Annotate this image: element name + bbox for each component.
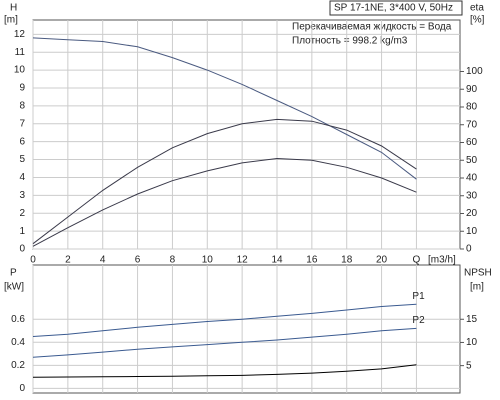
y-tick-label: 4 [19, 172, 25, 183]
curve [32, 157, 417, 247]
y2-tick-label: 40 [466, 173, 478, 184]
y-axis-label: P [10, 268, 17, 279]
x-tick-label: 10 [202, 255, 214, 266]
y2-tick-label: 10 [466, 226, 478, 237]
x-tick-label: 4 [100, 255, 106, 266]
x-tick-label: 18 [341, 255, 353, 266]
y-tick-label: 3 [19, 190, 25, 201]
y-axis-label: H [10, 3, 17, 14]
x-tick-label: Q [413, 255, 421, 266]
y2-tick-label: 10 [466, 337, 478, 348]
curve [32, 327, 417, 358]
y-tick-label: 2 [19, 208, 25, 219]
x-tick-label: 12 [237, 255, 249, 266]
x-tick-label: 16 [306, 255, 318, 266]
series-label: P2 [412, 315, 425, 326]
x-axis-unit: [m3/h] [428, 255, 456, 266]
y2-tick-label: 80 [466, 102, 478, 113]
y2-tick-label: 0 [466, 244, 472, 255]
y2-axis-unit: [m] [470, 282, 484, 293]
y-tick-label: 12 [14, 29, 26, 40]
y-tick-label: 0.2 [11, 360, 25, 371]
y-tick-label: 9 [19, 83, 25, 94]
x-tick-label: 6 [135, 255, 141, 266]
x-tick-label: 2 [65, 255, 71, 266]
note: Перекачиваемая жидкость = Вода [292, 22, 452, 33]
y-tick-label: 5 [19, 154, 25, 165]
y2-tick-label: 15 [466, 314, 478, 325]
y2-tick-label: 5 [466, 360, 472, 371]
y2-tick-label: 20 [466, 208, 478, 219]
y2-tick-label: 100 [466, 66, 483, 77]
y-tick-label: 0.6 [11, 314, 25, 325]
info-box [329, 0, 463, 16]
curve [32, 364, 417, 378]
y-axis-unit: [m] [4, 15, 18, 26]
series-label: P1 [412, 291, 425, 302]
x-tick-label: 0 [30, 255, 36, 266]
curve [32, 118, 417, 245]
curve [32, 303, 417, 337]
y-tick-label: 11 [15, 47, 26, 58]
plot-frame [32, 264, 461, 394]
y2-axis-unit: [%] [470, 15, 485, 26]
y2-axis-label: NPSH [464, 268, 492, 279]
y2-axis-label: eta [470, 3, 484, 14]
y2-tick-label: 90 [466, 84, 478, 95]
curve [32, 37, 417, 180]
y-tick-label: 0.4 [11, 337, 25, 348]
y-axis-unit: [kW] [4, 282, 24, 293]
y2-tick-label: 50 [466, 155, 478, 166]
x-tick-label: 14 [271, 255, 283, 266]
note: Плотность = 998.2 kg/m3 [292, 36, 408, 47]
y-tick-label: 1 [19, 226, 25, 237]
y-tick-label: 8 [19, 101, 25, 112]
y-tick-label: 0 [19, 244, 25, 255]
y-tick-label: 6 [19, 136, 25, 147]
x-tick-label: 20 [376, 255, 388, 266]
y2-tick-label: 70 [466, 119, 478, 130]
x-tick-label: 8 [170, 255, 176, 266]
info-text: SP 17-1NE, 3*400 V, 50Hz [334, 3, 453, 14]
y2-tick-label: 30 [466, 190, 478, 201]
y-tick-label: 10 [14, 65, 26, 76]
y-tick-label: 0 [19, 383, 25, 394]
plot-frame [32, 19, 461, 250]
y2-tick-label: 60 [466, 137, 478, 148]
y-tick-label: 7 [19, 118, 25, 129]
